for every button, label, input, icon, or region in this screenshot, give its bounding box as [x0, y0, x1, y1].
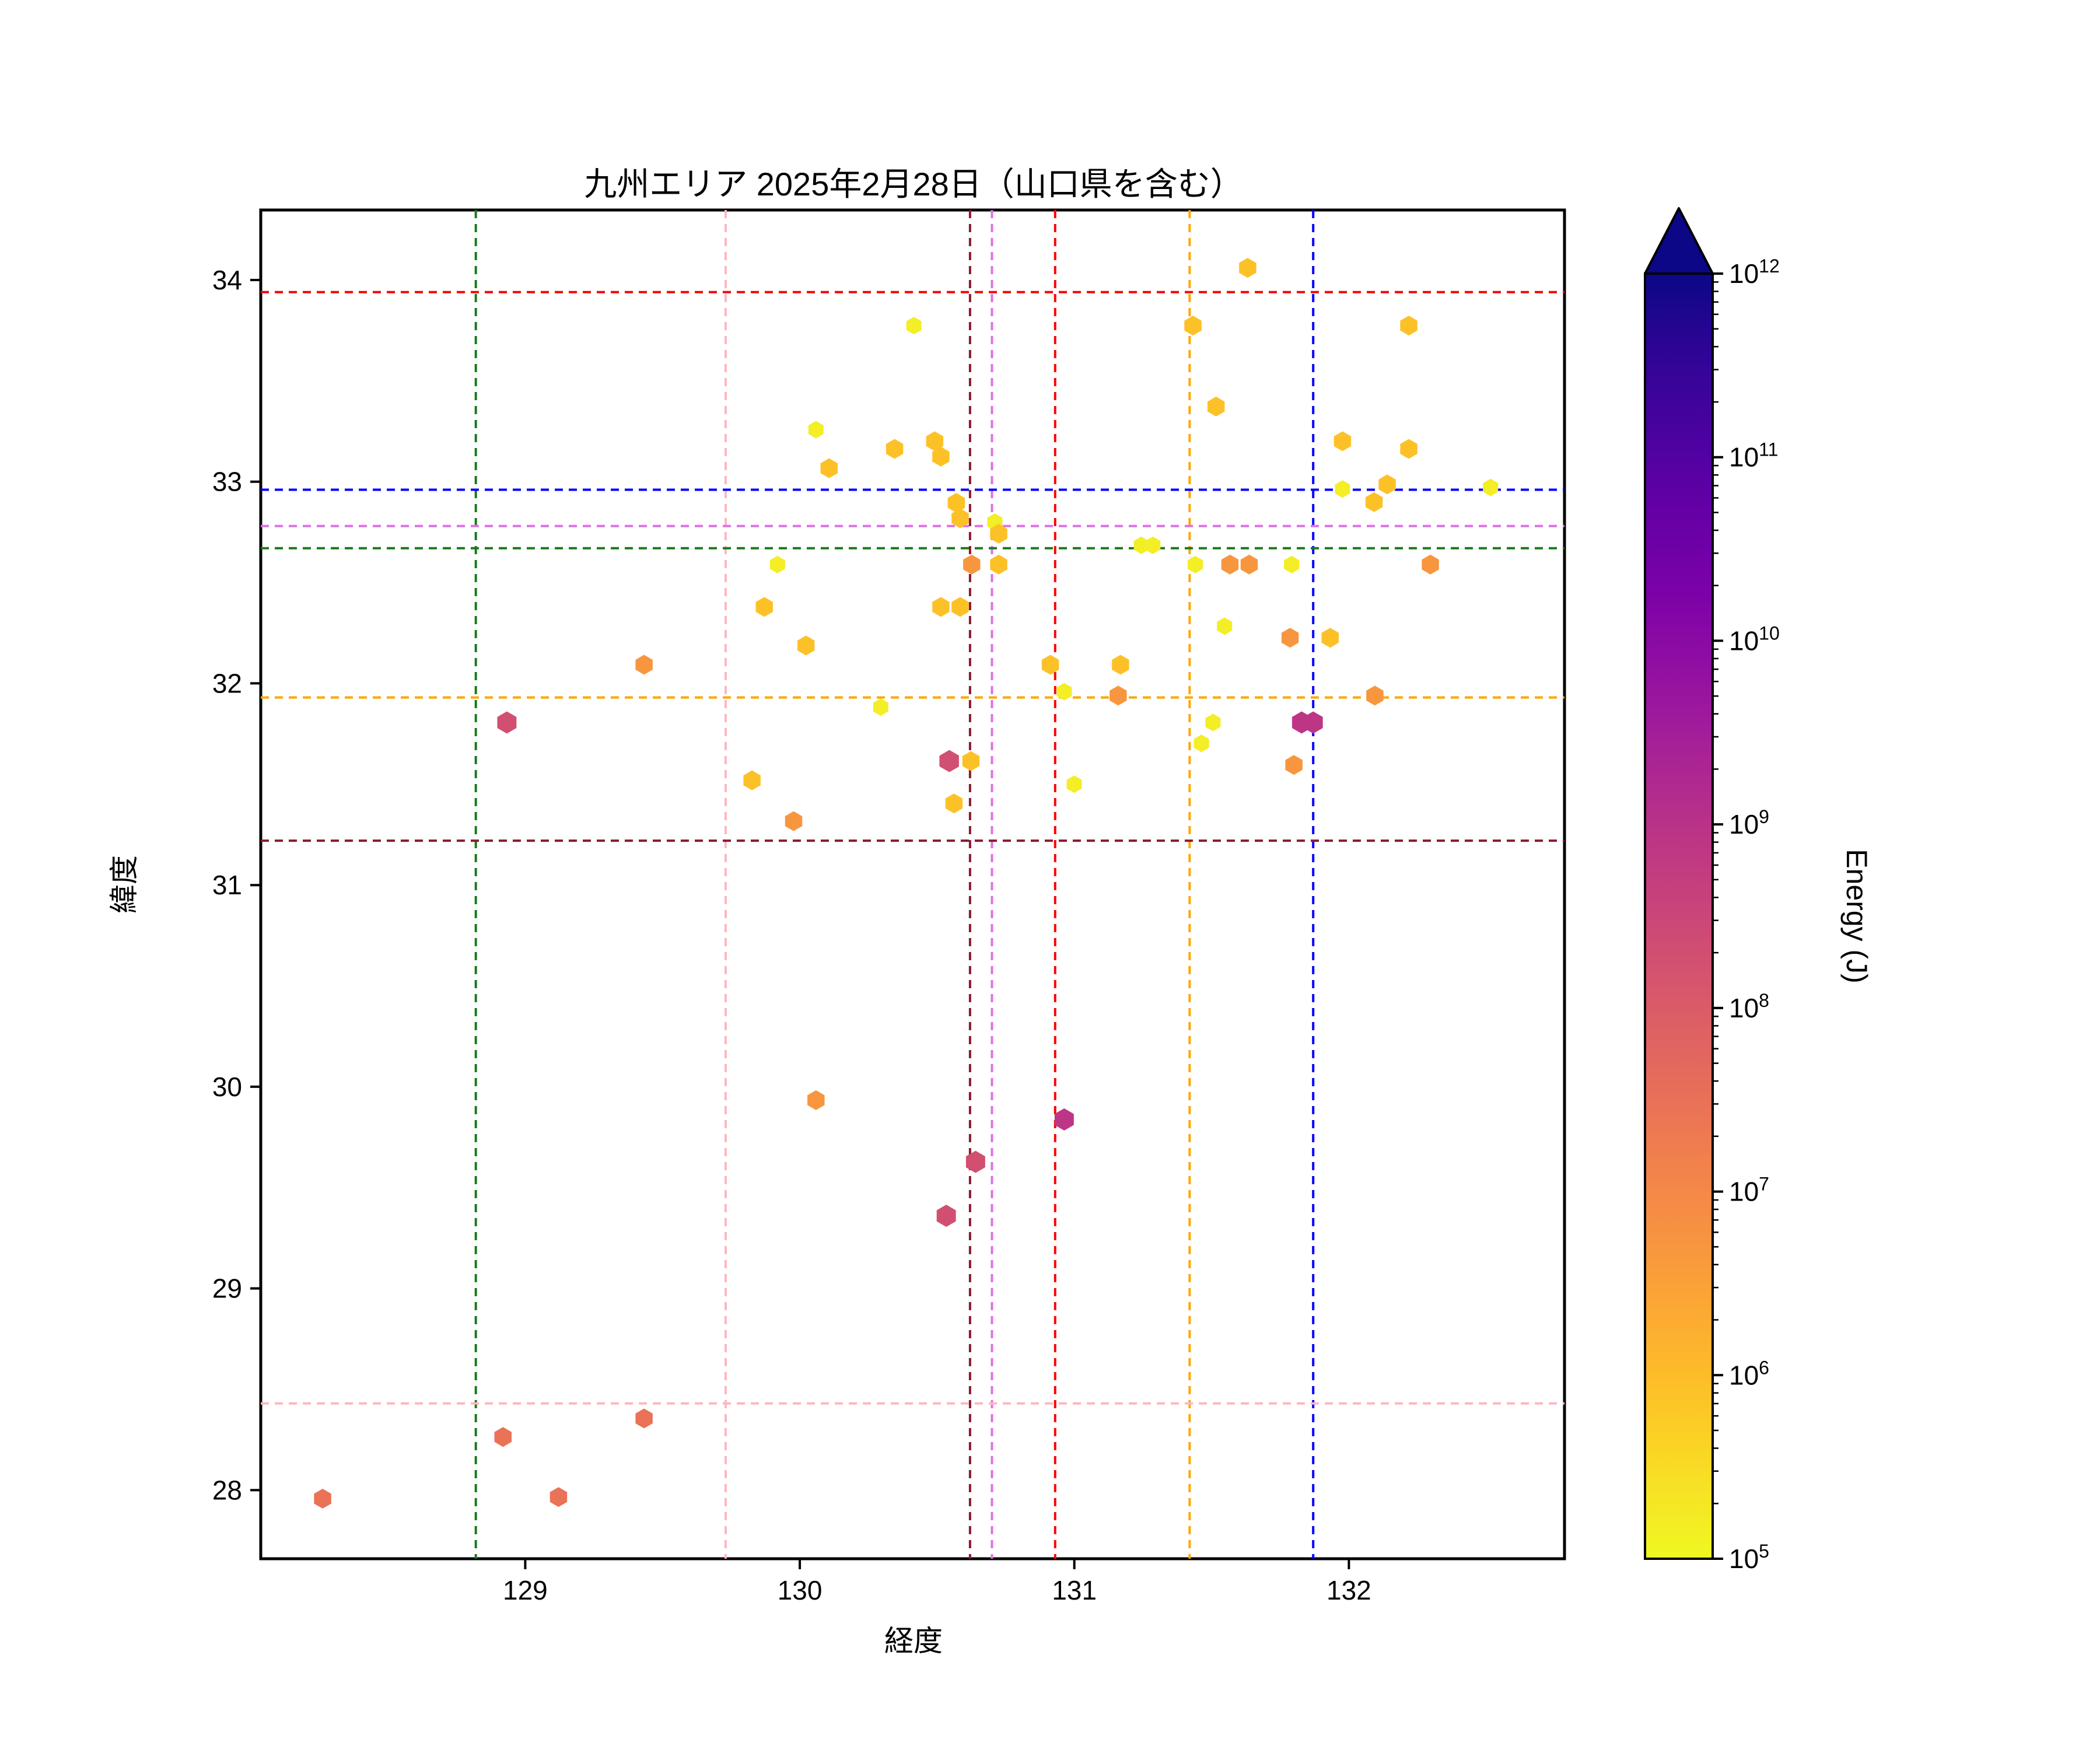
svg-text:31: 31: [212, 870, 242, 900]
svg-text:30: 30: [212, 1072, 242, 1102]
svg-text:Energy (J): Energy (J): [1840, 849, 1873, 984]
svg-text:九州エリア 2025年2月28日（山口県を含む）: 九州エリア 2025年2月28日（山口県を含む）: [584, 166, 1243, 202]
svg-text:131: 131: [1052, 1575, 1097, 1605]
svg-text:132: 132: [1326, 1575, 1371, 1605]
svg-text:34: 34: [212, 265, 242, 295]
svg-text:130: 130: [778, 1575, 822, 1605]
svg-text:29: 29: [212, 1273, 242, 1304]
svg-text:32: 32: [212, 668, 242, 698]
svg-text:129: 129: [503, 1575, 548, 1605]
svg-text:28: 28: [212, 1475, 242, 1505]
svg-text:経度: 経度: [884, 1625, 943, 1657]
svg-text:緯度: 緯度: [108, 855, 141, 914]
svg-text:33: 33: [212, 467, 242, 497]
